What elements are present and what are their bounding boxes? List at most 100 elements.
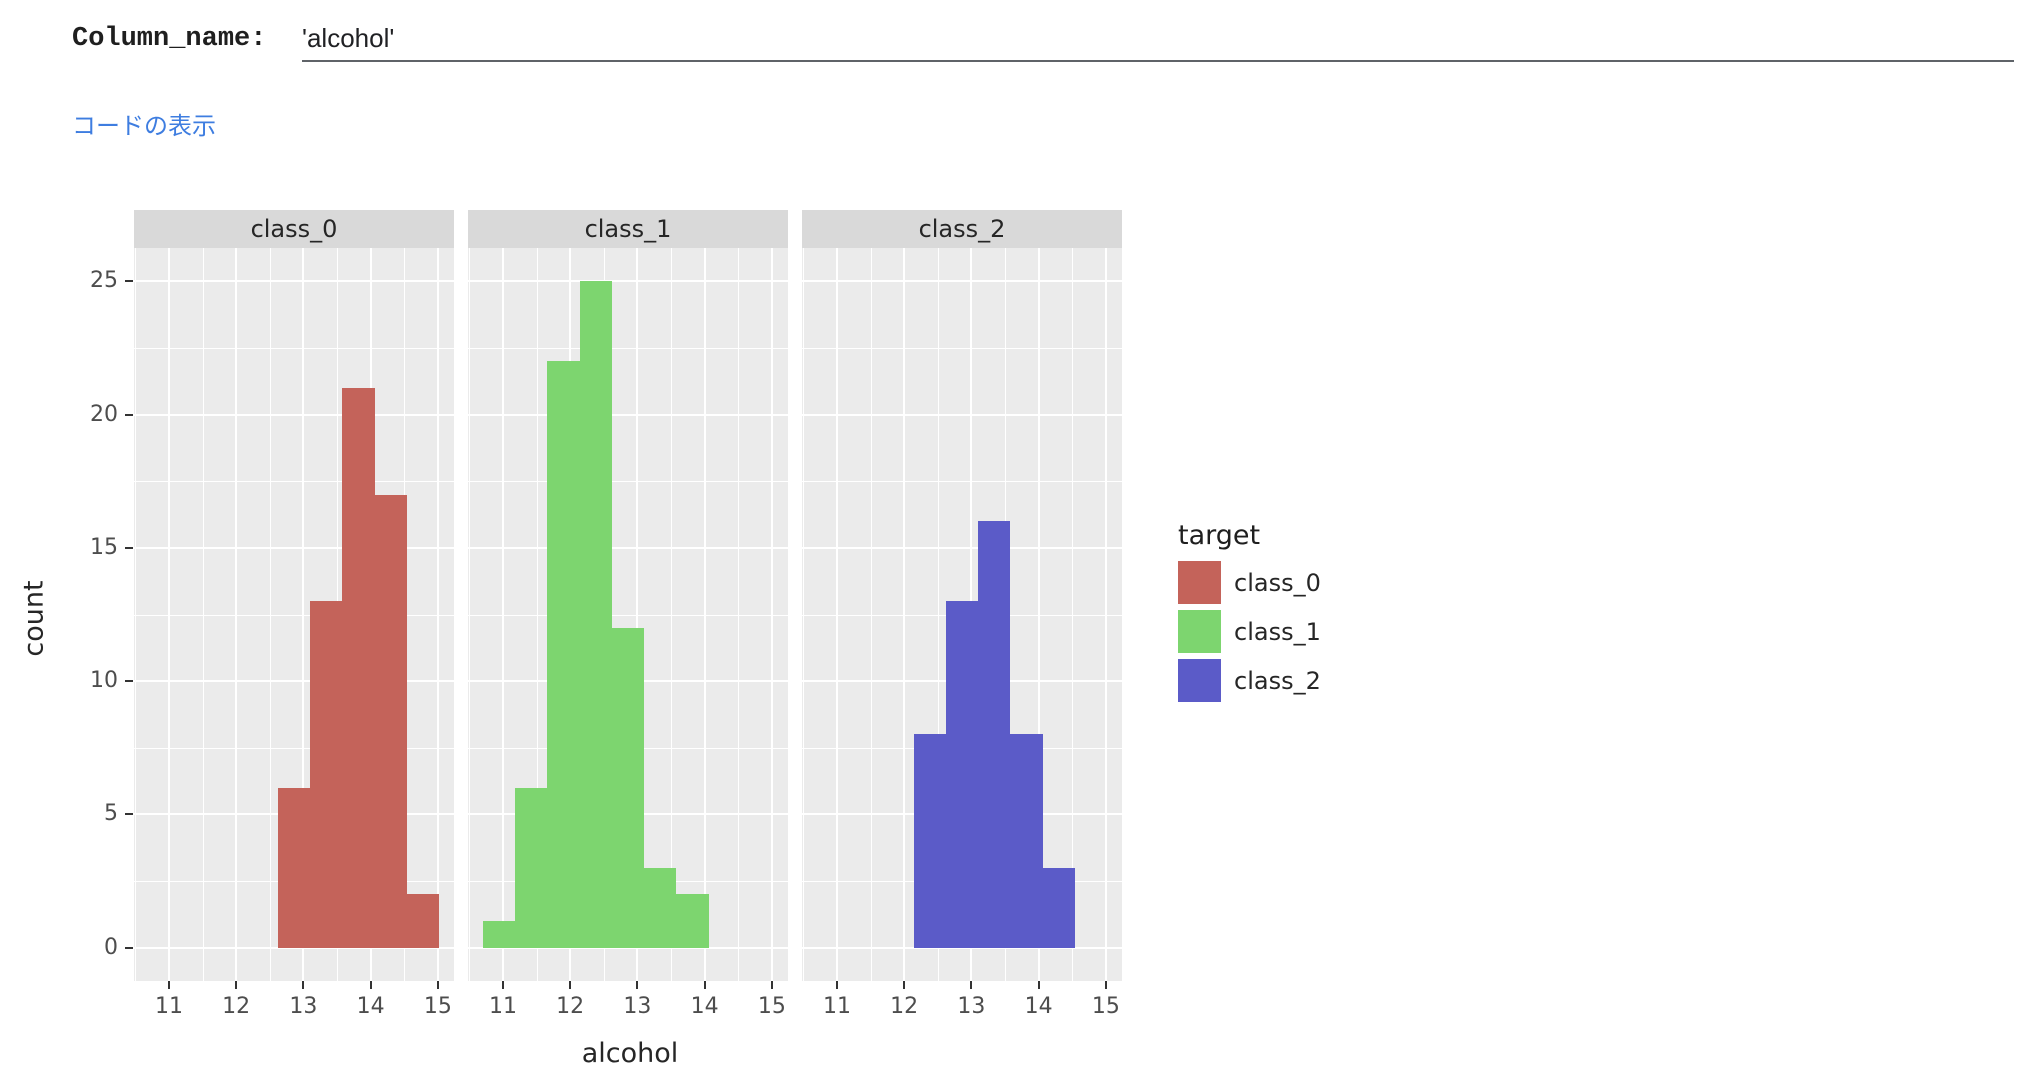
x-tick-label: 13 [957,994,986,1019]
panel-plot-area [468,248,788,981]
facet-panel: class_0 [134,210,454,981]
histogram-bar [547,361,580,948]
y-tick-mark [125,546,133,549]
y-gridline-major [134,680,454,683]
y-gridline-minor [468,347,788,349]
x-tick-mark [167,981,170,989]
y-gridline-minor [134,347,454,349]
y-gridline-major [468,280,788,283]
histogram-bar [374,494,407,948]
legend-item: class_2 [1178,659,1321,702]
histogram-bar [945,601,979,948]
column-name-label: Column_name: [72,24,267,54]
y-gridline-minor [468,614,788,616]
facet-panel: class_2 [802,210,1122,981]
y-gridline-major [134,280,454,283]
legend-item: class_0 [1178,561,1321,604]
x-tick-label: 15 [757,994,786,1019]
y-tick-mark [125,813,133,816]
facet-strip: class_1 [468,210,788,248]
panel-plot-area [134,248,454,981]
x-tick-label: 11 [154,994,183,1019]
histogram-bar [644,867,677,948]
legend-swatch [1178,561,1221,604]
x-tick-label: 15 [1091,994,1120,1019]
x-tick-mark [770,981,773,989]
y-gridline-major [134,546,454,549]
x-tick-label: 15 [423,994,452,1019]
x-tick-mark [369,981,372,989]
histogram-bar [406,894,440,948]
legend-label: class_0 [1234,568,1321,597]
y-tick-label: 10 [90,668,118,694]
y-gridline-major [134,946,454,949]
histogram-bar [310,601,343,948]
histogram-bar [913,734,946,948]
histogram-bar [277,787,311,948]
show-code-link[interactable]: コードの表示 [72,113,216,140]
y-gridline-minor [134,481,454,483]
x-tick-label: 13 [289,994,318,1019]
x-tick-label: 12 [556,994,585,1019]
facet-strip: class_2 [802,210,1122,248]
histogram-bar [1010,734,1043,948]
y-tick-mark [125,280,133,283]
y-gridline-minor [134,747,454,749]
x-axis-title: alcohol [581,1038,679,1069]
y-gridline-major [468,946,788,949]
facet-strip: class_0 [134,210,454,248]
x-tick-mark [501,981,504,989]
y-tick-label: 20 [90,401,118,427]
histogram-bar [676,894,709,948]
column-name-input[interactable] [302,16,2014,62]
x-tick-label: 11 [488,994,517,1019]
x-tick-mark [436,981,439,989]
facet-panel: class_1 [468,210,788,981]
x-tick-mark [970,981,973,989]
x-tick-mark [903,981,906,989]
x-tick-label: 12 [222,994,251,1019]
y-tick-label: 15 [90,534,118,560]
y-gridline-major [468,546,788,549]
x-tick-label: 13 [623,994,652,1019]
legend-title: target [1178,520,1261,551]
y-gridline-major [468,413,788,416]
x-tick-mark [636,981,639,989]
y-gridline-minor [468,481,788,483]
legend-label: class_2 [1234,666,1321,695]
histogram-bar [342,387,375,948]
y-gridline-major [802,413,1122,416]
x-tick-label: 14 [356,994,385,1019]
y-gridline-major [802,546,1122,549]
histogram-bar [482,921,516,948]
y-axis-title: count [18,580,50,657]
panel-plot-area [802,248,1122,981]
histogram-figure: count alcohol target class_0 class_1 class… [0,195,2036,1077]
x-tick-mark [703,981,706,989]
x-tick-label: 11 [822,994,851,1019]
x-tick-mark [235,981,238,989]
legend-swatch [1178,659,1221,702]
y-tick-label: 5 [104,801,118,827]
x-tick-mark [302,981,305,989]
x-tick-mark [835,981,838,989]
x-tick-label: 14 [690,994,719,1019]
y-gridline-major [134,413,454,416]
y-tick-mark [125,413,133,416]
y-tick-mark [125,680,133,683]
y-gridline-major [802,280,1122,283]
legend-swatch [1178,610,1221,653]
x-tick-mark [1104,981,1107,989]
x-tick-label: 14 [1024,994,1053,1019]
histogram-bar [515,787,548,948]
legend: target class_0 class_1 class_2 [1178,520,1321,708]
legend-item: class_1 [1178,610,1321,653]
y-gridline-minor [134,614,454,616]
x-tick-label: 12 [890,994,919,1019]
y-gridline-major [802,946,1122,949]
x-tick-mark [1037,981,1040,989]
x-tick-mark [569,981,572,989]
histogram-bar [611,627,645,948]
y-tick-label: 0 [104,934,118,960]
